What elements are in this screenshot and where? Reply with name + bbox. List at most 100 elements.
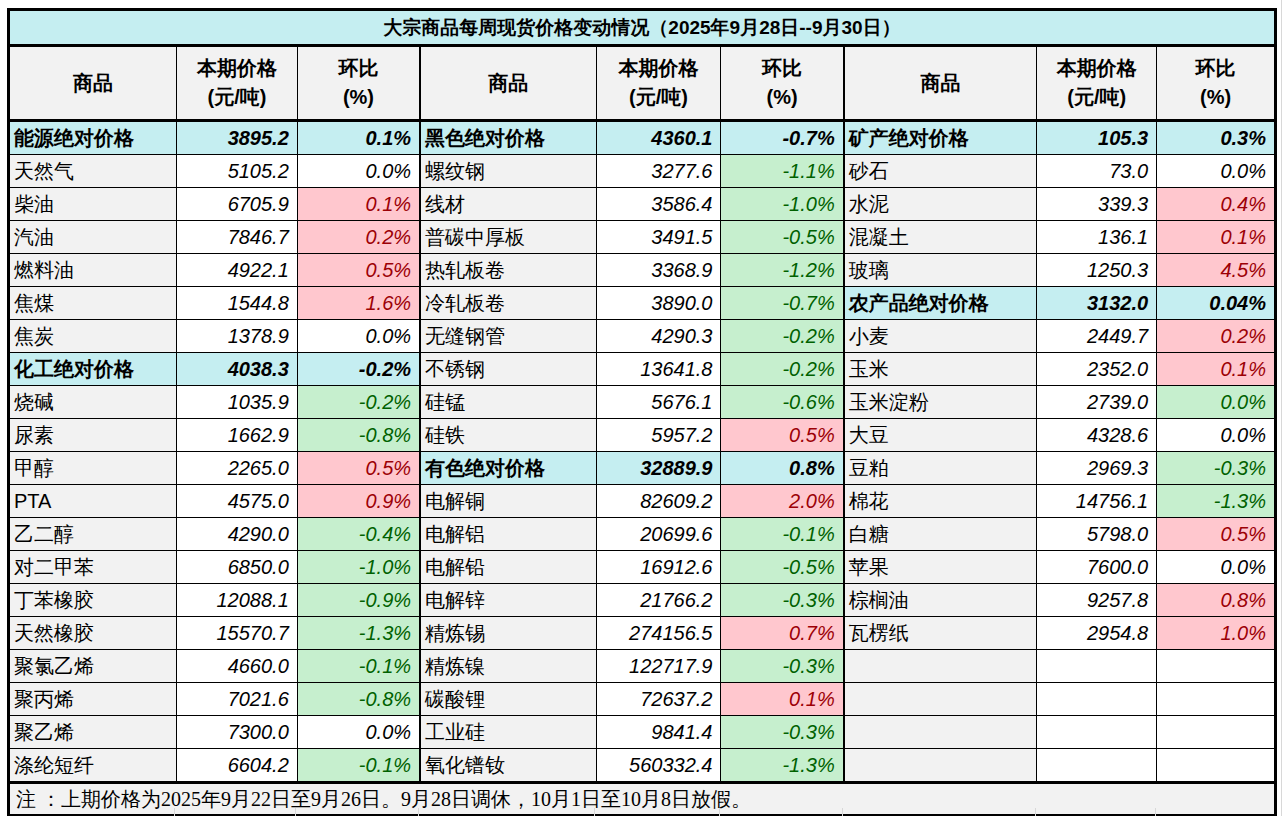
change-cell[interactable] (1157, 749, 1276, 783)
change-cell[interactable]: 0.8% (721, 452, 844, 485)
price-cell[interactable]: 2739.0 (1037, 386, 1157, 419)
price-cell[interactable]: 20699.6 (596, 518, 721, 551)
price-cell[interactable]: 3586.4 (596, 188, 721, 221)
price-cell[interactable]: 2954.8 (1037, 617, 1157, 650)
change-cell[interactable] (1157, 716, 1276, 749)
commodity-cell[interactable] (844, 749, 1037, 783)
commodity-cell[interactable]: 乙二醇 (9, 518, 177, 551)
change-cell[interactable]: -0.8% (297, 683, 420, 716)
commodity-cell[interactable]: 矿产绝对价格 (844, 121, 1037, 155)
change-cell[interactable]: 0.3% (1157, 121, 1276, 155)
change-cell[interactable]: -0.9% (297, 584, 420, 617)
commodity-cell[interactable]: 硅锰 (420, 386, 596, 419)
price-cell[interactable] (1037, 683, 1157, 716)
change-cell[interactable]: 0.0% (1157, 155, 1276, 188)
col-header-pct[interactable]: 环比 (%) (1157, 46, 1276, 121)
col-header-commodity[interactable]: 商品 (9, 46, 177, 121)
commodity-cell[interactable] (844, 716, 1037, 749)
change-cell[interactable]: 0.1% (297, 188, 420, 221)
commodity-cell[interactable]: 柴油 (9, 188, 177, 221)
change-cell[interactable]: -1.2% (721, 254, 844, 287)
change-cell[interactable]: 0.0% (297, 320, 420, 353)
commodity-cell[interactable]: 不锈钢 (420, 353, 596, 386)
change-cell[interactable]: 2.0% (721, 485, 844, 518)
price-cell[interactable] (1037, 716, 1157, 749)
price-cell[interactable]: 3890.0 (596, 287, 721, 320)
price-cell[interactable]: 339.3 (1037, 188, 1157, 221)
price-cell[interactable]: 4360.1 (596, 121, 721, 155)
price-cell[interactable]: 9257.8 (1037, 584, 1157, 617)
price-cell[interactable]: 2265.0 (177, 452, 298, 485)
price-cell[interactable]: 73.0 (1037, 155, 1157, 188)
col-header-price[interactable]: 本期价格 (元/吨) (596, 46, 721, 121)
price-cell[interactable]: 21766.2 (596, 584, 721, 617)
change-cell[interactable]: -1.3% (721, 749, 844, 783)
change-cell[interactable]: 1.6% (297, 287, 420, 320)
change-cell[interactable]: -0.2% (297, 353, 420, 386)
change-cell[interactable]: -0.3% (721, 650, 844, 683)
price-cell[interactable]: 4922.1 (177, 254, 298, 287)
change-cell[interactable]: 0.0% (1157, 419, 1276, 452)
change-cell[interactable]: -0.4% (297, 518, 420, 551)
price-cell[interactable]: 5105.2 (177, 155, 298, 188)
commodity-cell[interactable]: 氧化镨钕 (420, 749, 596, 783)
price-cell[interactable]: 7300.0 (177, 716, 298, 749)
price-cell[interactable]: 13641.8 (596, 353, 721, 386)
price-cell[interactable]: 4290.3 (596, 320, 721, 353)
price-cell[interactable]: 7846.7 (177, 221, 298, 254)
commodity-cell[interactable]: 豆粕 (844, 452, 1037, 485)
change-cell[interactable]: 0.0% (297, 716, 420, 749)
commodity-cell[interactable]: 碳酸锂 (420, 683, 596, 716)
change-cell[interactable]: 0.1% (721, 683, 844, 716)
change-cell[interactable]: 0.5% (297, 452, 420, 485)
commodity-cell[interactable]: 玻璃 (844, 254, 1037, 287)
price-cell[interactable]: 1662.9 (177, 419, 298, 452)
price-cell[interactable]: 12088.1 (177, 584, 298, 617)
price-cell[interactable]: 4038.3 (177, 353, 298, 386)
change-cell[interactable]: -1.1% (721, 155, 844, 188)
commodity-cell[interactable]: 焦煤 (9, 287, 177, 320)
commodity-cell[interactable]: 混凝土 (844, 221, 1037, 254)
change-cell[interactable]: -1.3% (1157, 485, 1276, 518)
price-cell[interactable]: 4328.6 (1037, 419, 1157, 452)
price-cell[interactable]: 4290.0 (177, 518, 298, 551)
commodity-cell[interactable] (844, 650, 1037, 683)
commodity-cell[interactable]: 农产品绝对价格 (844, 287, 1037, 320)
price-cell[interactable]: 4660.0 (177, 650, 298, 683)
col-header-commodity[interactable]: 商品 (844, 46, 1037, 121)
price-cell[interactable]: 560332.4 (596, 749, 721, 783)
change-cell[interactable]: 0.0% (1157, 386, 1276, 419)
commodity-cell[interactable]: PTA (9, 485, 177, 518)
price-cell[interactable] (1037, 749, 1157, 783)
price-cell[interactable]: 2449.7 (1037, 320, 1157, 353)
change-cell[interactable]: 0.1% (297, 121, 420, 155)
price-cell[interactable]: 6705.9 (177, 188, 298, 221)
commodity-cell[interactable]: 精炼镍 (420, 650, 596, 683)
price-cell[interactable] (1037, 650, 1157, 683)
commodity-cell[interactable]: 能源绝对价格 (9, 121, 177, 155)
commodity-cell[interactable]: 硅铁 (420, 419, 596, 452)
price-cell[interactable]: 9841.4 (596, 716, 721, 749)
price-cell[interactable]: 136.1 (1037, 221, 1157, 254)
price-cell[interactable]: 6604.2 (177, 749, 298, 783)
table-title[interactable]: 大宗商品每周现货价格变动情况（2025年9月28日--9月30日） (9, 10, 1276, 46)
price-cell[interactable]: 1035.9 (177, 386, 298, 419)
change-cell[interactable]: -0.5% (721, 221, 844, 254)
commodity-cell[interactable]: 电解锌 (420, 584, 596, 617)
change-cell[interactable]: -0.7% (721, 287, 844, 320)
commodity-cell[interactable]: 瓦楞纸 (844, 617, 1037, 650)
price-cell[interactable]: 6850.0 (177, 551, 298, 584)
commodity-cell[interactable]: 丁苯橡胶 (9, 584, 177, 617)
price-cell[interactable]: 3277.6 (596, 155, 721, 188)
change-cell[interactable]: 0.1% (1157, 353, 1276, 386)
price-cell[interactable]: 32889.9 (596, 452, 721, 485)
price-cell[interactable]: 2352.0 (1037, 353, 1157, 386)
change-cell[interactable]: -1.3% (297, 617, 420, 650)
change-cell[interactable]: 1.0% (1157, 617, 1276, 650)
price-cell[interactable]: 2969.3 (1037, 452, 1157, 485)
commodity-cell[interactable]: 棉花 (844, 485, 1037, 518)
commodity-cell[interactable]: 涤纶短纤 (9, 749, 177, 783)
price-cell[interactable]: 3132.0 (1037, 287, 1157, 320)
change-cell[interactable]: 0.2% (1157, 320, 1276, 353)
commodity-cell[interactable]: 电解铜 (420, 485, 596, 518)
